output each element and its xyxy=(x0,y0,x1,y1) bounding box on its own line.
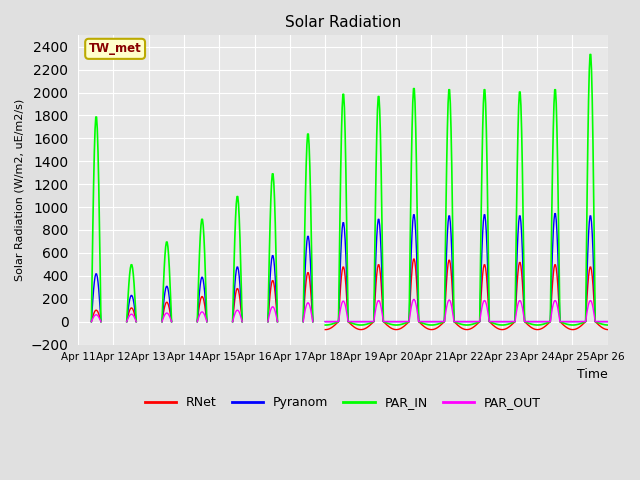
Line: RNet: RNet xyxy=(92,259,608,330)
X-axis label: Time: Time xyxy=(577,368,608,381)
RNet xyxy=(438,321,446,326)
Line: Pyranom: Pyranom xyxy=(92,214,608,322)
PAR_IN xyxy=(386,321,394,327)
Pyranom xyxy=(438,319,446,324)
PAR_IN xyxy=(556,263,563,269)
RNet xyxy=(335,319,342,324)
PAR_OUT xyxy=(335,319,342,324)
PAR_OUT xyxy=(604,319,612,324)
Y-axis label: Solar Radiation (W/m2, uE/m2/s): Solar Radiation (W/m2, uE/m2/s) xyxy=(15,99,25,281)
PAR_OUT xyxy=(556,313,563,319)
Legend: RNet, Pyranom, PAR_IN, PAR_OUT: RNet, Pyranom, PAR_IN, PAR_OUT xyxy=(140,391,546,414)
Pyranom xyxy=(556,293,563,299)
Title: Solar Radiation: Solar Radiation xyxy=(285,15,401,30)
Pyranom xyxy=(335,319,342,324)
RNet xyxy=(556,305,563,311)
PAR_OUT xyxy=(438,319,446,324)
Text: TW_met: TW_met xyxy=(89,42,141,55)
PAR_IN xyxy=(604,322,612,328)
PAR_IN xyxy=(438,320,446,325)
RNet xyxy=(386,324,394,330)
PAR_IN xyxy=(335,319,342,324)
PAR_OUT xyxy=(386,319,394,324)
RNet xyxy=(604,327,612,333)
Pyranom xyxy=(386,319,394,324)
Line: PAR_OUT: PAR_OUT xyxy=(92,300,608,322)
Pyranom xyxy=(604,319,612,324)
Line: PAR_IN: PAR_IN xyxy=(92,54,608,325)
